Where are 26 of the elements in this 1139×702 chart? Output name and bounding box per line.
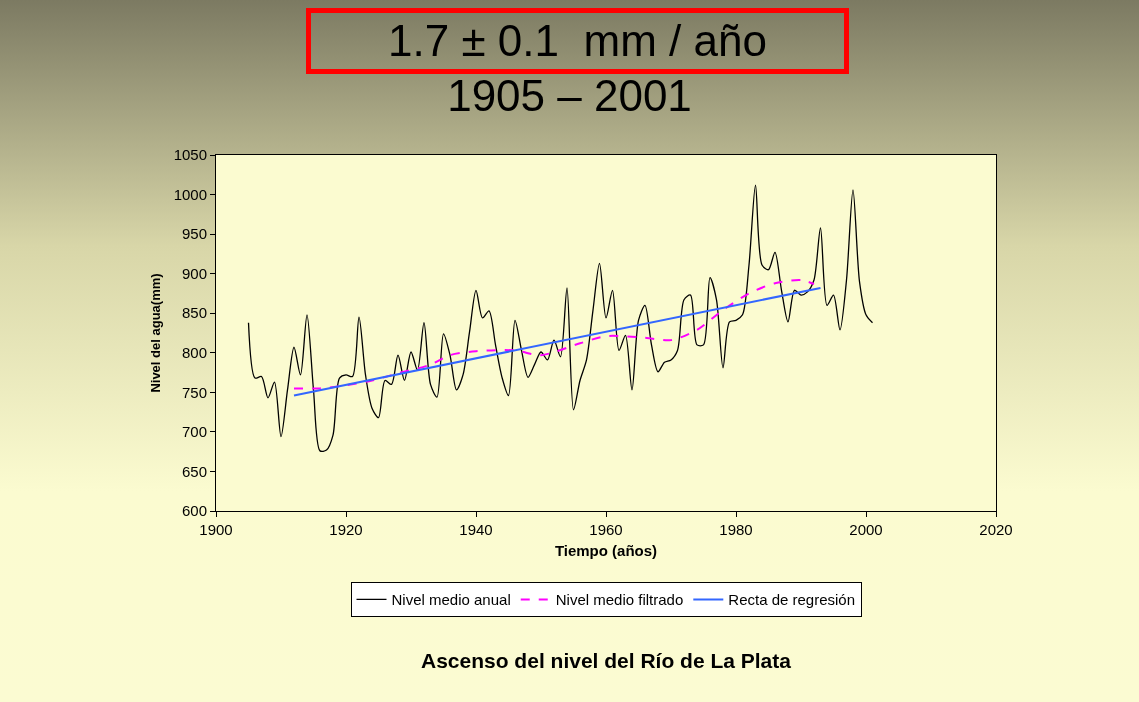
y-tick-label: 800 <box>181 344 207 362</box>
x-tick-label: 1900 <box>199 521 233 538</box>
y-tick-label: 1050 <box>173 146 207 164</box>
x-tick-label: 1960 <box>589 521 623 538</box>
x-axis-title: Tiempo (años) <box>554 542 658 559</box>
y-tick-label: 600 <box>181 502 207 520</box>
y-tick-label: 850 <box>181 304 207 322</box>
legend-label: Nivel medio anual <box>391 591 511 609</box>
y-tick-label: 700 <box>181 423 207 441</box>
x-tick-label: 1940 <box>459 521 493 538</box>
y-tick-label: 650 <box>181 462 207 480</box>
y-tick-label: 1000 <box>173 185 207 203</box>
text: Ascenso del nivel del Río de La Plata <box>421 649 792 672</box>
chart-subtitle: 1905 – 2001 <box>446 70 693 122</box>
x-tick-label: 2020 <box>979 521 1013 538</box>
y-tick-label: 750 <box>181 383 207 401</box>
chart-title: 1.7 ± 0.1 mm / año <box>388 16 767 65</box>
y-tick-label: 950 <box>181 225 207 243</box>
legend-label: Nivel medio filtrado <box>555 591 684 609</box>
line-series <box>247 184 874 453</box>
y-tick-label: 900 <box>181 264 207 282</box>
legend-label: Recta de regresión <box>728 591 856 609</box>
y-axis-title: Nivel del agua(mm) <box>147 273 163 393</box>
x-tick-label: 2000 <box>849 521 883 538</box>
x-tick-label: 1920 <box>329 521 363 538</box>
x-tick-label: 1980 <box>719 521 753 538</box>
